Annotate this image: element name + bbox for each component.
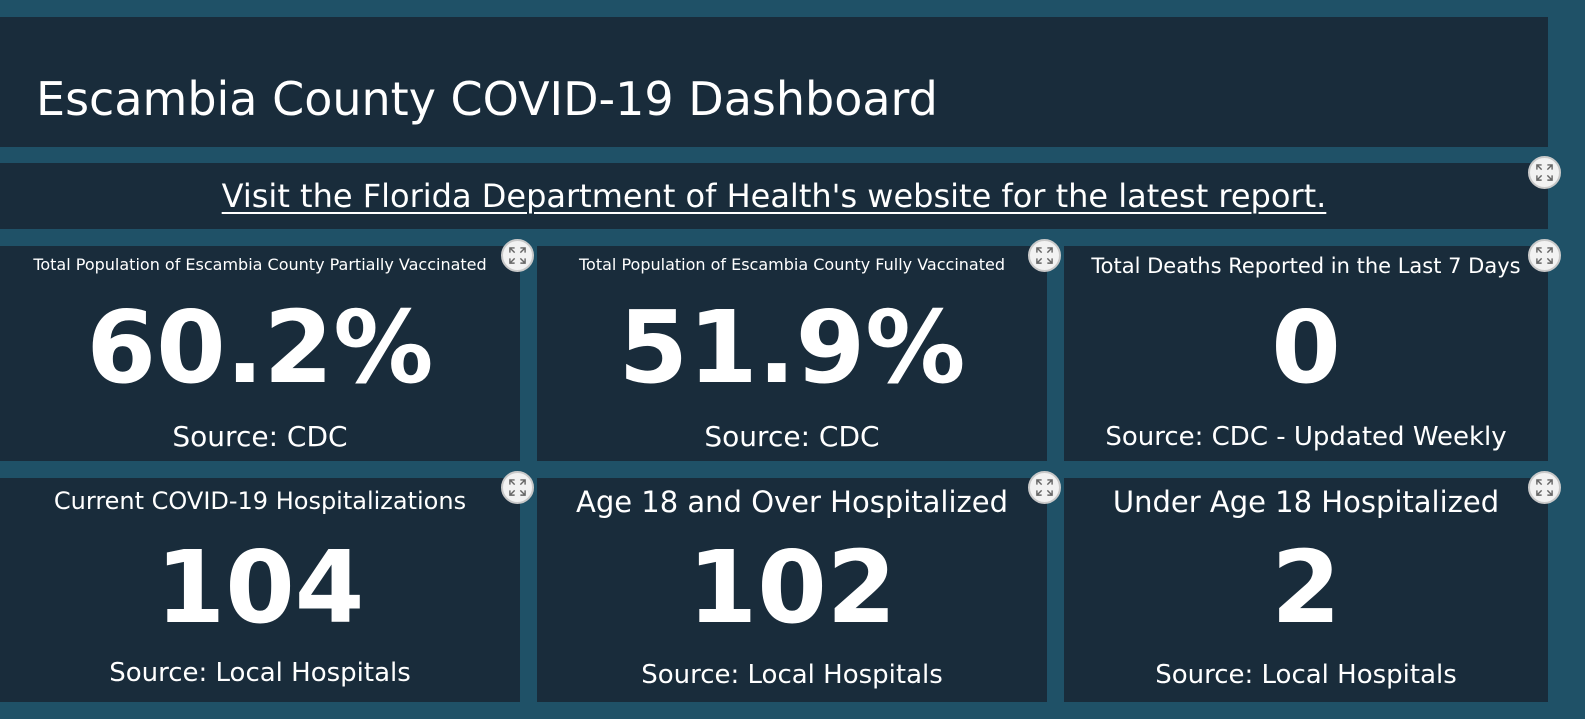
title-panel: Escambia County COVID-19 Dashboard	[0, 17, 1548, 147]
indicator-age-18-and-over-hospitalized: Age 18 and Over Hospitalized 102 Source:…	[537, 478, 1047, 702]
indicator-value: 60.2%	[86, 289, 434, 406]
indicator-under-age-18-hospitalized: Under Age 18 Hospitalized 2 Source: Loca…	[1064, 478, 1548, 702]
indicator-label: Age 18 and Over Hospitalized	[575, 485, 1009, 519]
indicator-label: Under Age 18 Hospitalized	[1112, 485, 1500, 519]
expand-tile-button[interactable]	[1528, 239, 1561, 272]
indicator-value: 102	[687, 529, 897, 646]
indicator-source: Source: Local Hospitals	[1155, 660, 1457, 690]
indicator-label: Total Population of Escambia County Full…	[579, 255, 1005, 274]
expand-icon	[1036, 247, 1053, 264]
page-title: Escambia County COVID-19 Dashboard	[36, 72, 938, 126]
indicator-label: Total Deaths Reported in the Last 7 Days	[1091, 254, 1521, 278]
expand-tile-button[interactable]	[1028, 239, 1061, 272]
link-panel: Visit the Florida Department of Health's…	[0, 163, 1548, 229]
fdoh-report-link[interactable]: Visit the Florida Department of Health's…	[221, 177, 1327, 215]
indicator-source: Source: Local Hospitals	[641, 660, 943, 690]
indicator-current-hospitalizations: Current COVID-19 Hospitalizations 104 So…	[0, 478, 520, 702]
expand-icon	[1536, 164, 1553, 181]
expand-tile-button[interactable]	[1028, 471, 1061, 504]
indicator-deaths-last-7-days: Total Deaths Reported in the Last 7 Days…	[1064, 246, 1548, 461]
indicator-label: Total Population of Escambia County Part…	[33, 255, 487, 274]
indicator-value: 0	[1271, 289, 1341, 406]
indicator-value: 51.9%	[618, 289, 966, 406]
indicator-partially-vaccinated: Total Population of Escambia County Part…	[0, 246, 520, 461]
expand-tile-button[interactable]	[501, 471, 534, 504]
expand-tile-button[interactable]	[501, 239, 534, 272]
indicator-source: Source: Local Hospitals	[109, 658, 411, 688]
expand-icon	[509, 479, 526, 496]
indicator-fully-vaccinated: Total Population of Escambia County Full…	[537, 246, 1047, 461]
indicator-label: Current COVID-19 Hospitalizations	[53, 487, 467, 515]
indicator-source: Source: CDC - Updated Weekly	[1105, 422, 1507, 452]
indicator-source: Source: CDC	[704, 420, 880, 453]
expand-icon	[509, 247, 526, 264]
expand-icon	[1036, 479, 1053, 496]
expand-icon	[1536, 247, 1553, 264]
indicator-source: Source: CDC	[172, 420, 348, 453]
expand-icon	[1536, 479, 1553, 496]
indicator-value: 2	[1271, 529, 1341, 646]
indicator-value: 104	[155, 529, 365, 646]
expand-link-panel-button[interactable]	[1528, 156, 1561, 189]
expand-tile-button[interactable]	[1528, 471, 1561, 504]
